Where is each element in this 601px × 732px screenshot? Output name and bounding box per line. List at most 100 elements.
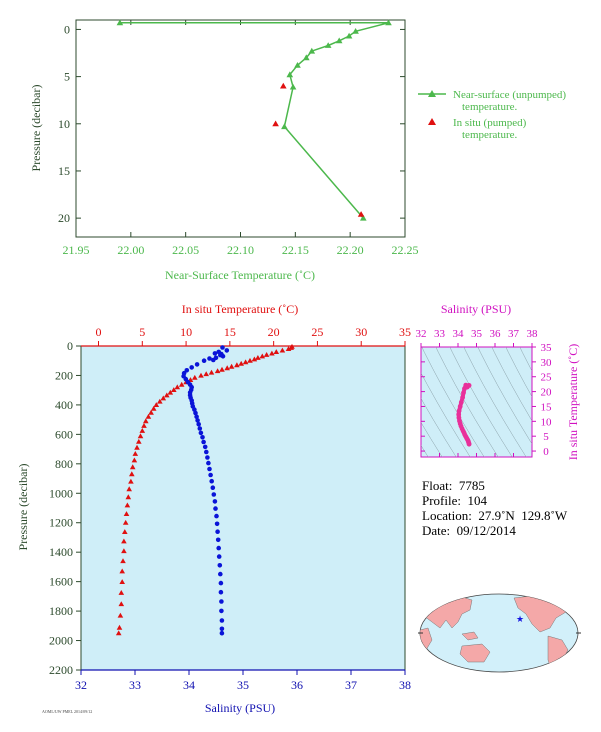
pressure-y-tick-label: 1800 [49, 604, 73, 618]
legend-in-situ-label-line2: temperature. [462, 129, 518, 141]
ts-plot-background [420, 346, 533, 458]
profile-pressure-tick-labels: 0 200 400 600 800 1000 1200 1400 1600 1800 2000 220… [49, 339, 73, 677]
near-surface-chart: 21.95 22.00 22.05 22.10 22.15 22.20 22.25 0 5 10… [29, 19, 566, 282]
temperature-point [259, 353, 266, 359]
temperature-point [242, 359, 249, 365]
temperature-x-tick-label: 10 [180, 325, 192, 339]
temperature-point [117, 612, 124, 618]
float-number: Float: 7785 [422, 478, 485, 493]
ts-density-contour [505, 347, 532, 398]
near-surface-point [286, 71, 294, 78]
ts-point [458, 399, 464, 405]
temperature-point [279, 347, 286, 353]
near-surface-legend: Near-surface (unpumped) temperature. In … [418, 89, 566, 141]
salinity-point [193, 410, 198, 416]
temperature-point [121, 538, 127, 544]
pressure-y-tick-label: 200 [55, 368, 73, 382]
salinity-point [212, 351, 218, 356]
ts-y-tick-label: 5 [543, 431, 549, 443]
temperature-point [141, 423, 147, 428]
salinity-point [218, 580, 224, 586]
pressure-y-tick-label: 600 [55, 427, 73, 441]
temperature-x-tick-label: 25 [311, 325, 323, 339]
location-map: ★ [418, 593, 581, 673]
temperature-point [128, 478, 134, 484]
salinity-point [196, 422, 201, 427]
pressure-y-tick-label: 1000 [49, 486, 73, 500]
salinity-point [212, 499, 218, 504]
map-landmass-australia [459, 643, 491, 663]
temperature-point [116, 624, 123, 630]
temperature-point [198, 372, 204, 378]
footer-code: AOML/UW PMEL 2014/09/12 [42, 709, 92, 714]
temperature-x-tick-label: 35 [399, 325, 411, 339]
ts-y-tick-label: 20 [541, 387, 553, 399]
near-surface-x-tick-label: 22.00 [117, 243, 144, 257]
salinity-point [214, 521, 220, 527]
ts-x-tick-label: 37 [508, 328, 520, 340]
salinity-point [219, 630, 225, 636]
near-surface-y-tick-labels: 0 5 10 15 20 [58, 22, 70, 225]
temperature-point [208, 369, 215, 375]
profile-plot-background [81, 346, 405, 670]
near-surface-x-tick-label: 22.25 [392, 243, 419, 257]
in-situ-point [280, 82, 287, 89]
temperature-x-tick-label: 0 [96, 325, 102, 339]
salinity-x-tick-label: 36 [291, 678, 303, 692]
salinity-point [210, 485, 216, 491]
near-surface-y-tick-label: 5 [64, 70, 70, 84]
ts-diagram: 32 33 34 35 36 37 38 0 5 10 15 20 25 30 35 Salinity (… [416, 302, 581, 460]
profile-top-axis-label: In situ Temperature (˚C) [182, 302, 299, 316]
near-surface-series-markers [116, 19, 392, 221]
ts-point [456, 408, 462, 414]
salinity-point [195, 418, 200, 423]
salinity-point [206, 460, 211, 466]
ts-density-contour [477, 347, 532, 445]
temperature-point [269, 350, 275, 356]
ts-x-tick-label: 32 [416, 328, 427, 340]
temperature-point [238, 360, 244, 366]
pressure-y-tick-label: 1200 [49, 516, 73, 530]
profile-chart: 0 5 10 15 20 25 30 35 32 33 34 35 36 37 38 0 200 400 600… [16, 302, 411, 715]
ts-salinity-tick-labels: 32 33 34 35 36 37 38 [416, 328, 539, 340]
in-situ-point [272, 120, 279, 127]
in-situ-point [357, 211, 365, 217]
temperature-point [178, 381, 185, 387]
profile-number: Profile: 104 [422, 493, 487, 508]
temperature-point [148, 409, 154, 415]
salinity-point [200, 435, 205, 440]
near-surface-plot-frame [75, 19, 406, 238]
temperature-point [171, 387, 177, 392]
temperature-point [263, 352, 270, 357]
salinity-point [208, 472, 213, 478]
ts-density-contour [491, 347, 532, 422]
temperature-profile-markers [115, 343, 295, 636]
temperature-point [192, 374, 198, 380]
profile-bottom-axis-label: Salinity (PSU) [205, 701, 275, 715]
pressure-y-tick-label: 1600 [49, 575, 73, 589]
near-surface-x-tick-label: 22.20 [337, 243, 364, 257]
salinity-point [209, 478, 214, 484]
near-surface-x-tick-labels: 21.95 22.00 22.05 22.10 22.15 22.20 22.25 [63, 243, 419, 257]
temperature-point [143, 418, 149, 424]
ts-trace-markers [456, 382, 472, 447]
salinity-point [219, 599, 224, 604]
salinity-point [215, 537, 221, 543]
temperature-point [131, 457, 138, 463]
ts-point [457, 404, 463, 409]
legend-in-situ-label-line1: In situ (pumped) [453, 117, 527, 129]
ts-point [461, 390, 466, 396]
temperature-point [150, 405, 157, 411]
pressure-y-tick-label: 400 [55, 398, 73, 412]
near-surface-point [116, 19, 124, 26]
temperature-point [164, 392, 170, 398]
ts-y-tick-label: 10 [541, 416, 553, 428]
salinity-point [189, 365, 194, 370]
temperature-point [134, 444, 140, 450]
ts-y-tick-label: 15 [541, 401, 553, 413]
ts-y-tick-label: 30 [541, 357, 553, 369]
pressure-y-tick-label: 2000 [49, 634, 73, 648]
temperature-point [132, 451, 139, 456]
temperature-point [119, 579, 125, 584]
